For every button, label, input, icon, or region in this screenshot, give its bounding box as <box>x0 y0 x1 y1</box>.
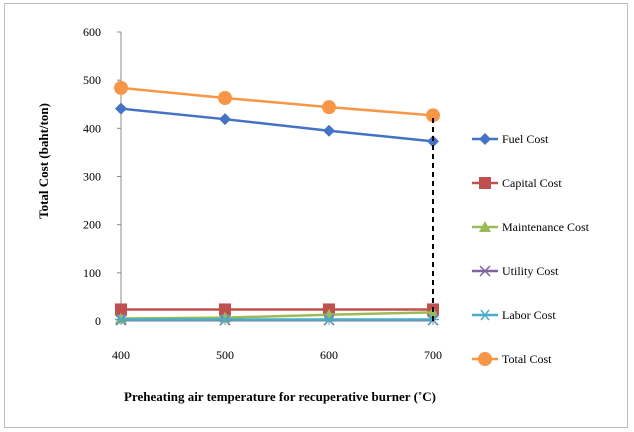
legend-item-fuel-cost: Fuel Cost <box>472 132 549 146</box>
y-tick-label: 500 <box>83 73 101 87</box>
data-point-total-cost <box>218 90 232 105</box>
legend-marker <box>479 221 491 232</box>
legend-marker <box>479 133 491 145</box>
legend-label: Maintenance Cost <box>502 220 590 234</box>
x-tick-label: 600 <box>320 348 338 362</box>
legend-label: Fuel Cost <box>502 132 549 146</box>
data-point-total-cost <box>426 108 440 123</box>
y-tick-label: 200 <box>83 218 101 232</box>
x-tick-label: 500 <box>216 348 234 362</box>
legend-label: Utility Cost <box>502 264 559 278</box>
series-line-fuel-cost <box>120 107 434 143</box>
data-point-fuel-cost <box>427 135 439 148</box>
x-tick-label: 400 <box>112 348 130 362</box>
data-point-fuel-cost <box>115 102 127 115</box>
data-point-fuel-cost <box>323 124 335 137</box>
legend-marker <box>479 265 491 277</box>
data-point-capital-cost <box>115 303 127 316</box>
data-point-total-cost <box>114 80 128 95</box>
legend-label: Total Cost <box>502 352 552 366</box>
data-point-capital-cost <box>219 303 231 316</box>
y-axis-title: Total Cost (baht/ton) <box>36 103 51 219</box>
data-point-total-cost <box>322 100 336 115</box>
series-line-maintenance-cost <box>120 311 434 320</box>
chart-frame: 0 100 200 300 400 500 600 400 500 600 700 Fuel Co… <box>4 3 628 428</box>
legend-label: Capital Cost <box>502 176 562 190</box>
legend-item-capital-cost: Capital Cost <box>472 176 562 190</box>
legend-marker <box>478 352 492 366</box>
y-tick-label: 600 <box>83 25 101 39</box>
legend-item-maintenance-cost: Maintenance Cost <box>472 220 590 234</box>
series-total-cost <box>114 80 440 123</box>
legend-item-total-cost: Total Cost <box>472 352 552 366</box>
data-point-labor-cost <box>115 314 127 326</box>
y-tick-label: 100 <box>83 266 101 280</box>
x-axis-ticks: 400 500 600 700 <box>112 321 442 362</box>
data-point-fuel-cost <box>219 113 231 126</box>
series-line-total-cost <box>120 86 434 117</box>
series-layer <box>114 80 440 326</box>
legend-marker <box>479 309 491 321</box>
legend-item-utility-cost: Utility Cost <box>472 264 559 278</box>
line-chart: 0 100 200 300 400 500 600 400 500 600 700 Fuel Co… <box>36 25 590 404</box>
data-point-labor-cost <box>219 314 231 326</box>
legend: Fuel Cost Capital Cost Maintenance Cost Uti… <box>472 132 590 366</box>
data-point-labor-cost <box>323 314 335 326</box>
y-axis-ticks: 0 100 200 300 400 500 600 <box>83 25 121 328</box>
x-axis-title: Preheating air temperature for recuperat… <box>124 389 436 404</box>
y-tick-label: 300 <box>83 170 101 184</box>
legend-item-labor-cost: Labor Cost <box>472 308 556 322</box>
series-fuel-cost <box>115 102 439 148</box>
y-tick-label: 0 <box>95 314 101 328</box>
legend-marker <box>479 177 491 189</box>
x-tick-label: 700 <box>424 348 442 362</box>
legend-label: Labor Cost <box>502 308 556 322</box>
y-tick-label: 400 <box>83 121 101 135</box>
